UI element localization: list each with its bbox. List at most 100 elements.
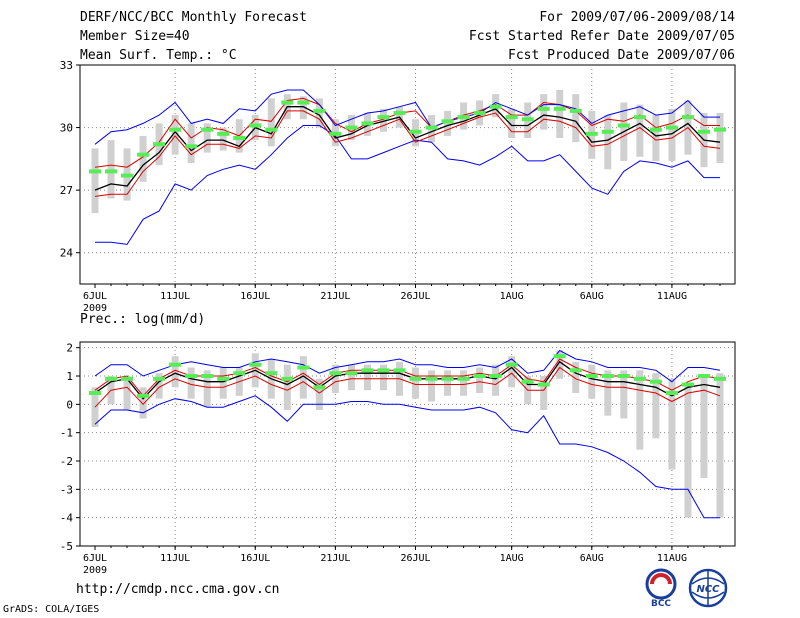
median-marker xyxy=(617,374,630,378)
median-marker xyxy=(217,131,230,136)
ensemble-box xyxy=(604,115,612,170)
ensemble-box xyxy=(476,367,484,393)
x-tick-label: 21JUL xyxy=(320,553,350,564)
ensemble-box xyxy=(540,94,548,130)
median-marker xyxy=(345,371,358,376)
median-marker xyxy=(201,374,214,378)
x-tick-label: 16JUL xyxy=(240,553,270,564)
median-marker xyxy=(265,127,278,132)
median-marker xyxy=(714,127,726,132)
ensemble-box xyxy=(299,96,307,120)
median-marker xyxy=(377,115,390,120)
x-tick-label: 1AUG xyxy=(500,553,524,564)
ensemble-box xyxy=(572,361,580,393)
source-url[interactable]: http://cmdp.ncc.cma.gov.cn xyxy=(76,582,280,597)
series-line-ensemble_lower xyxy=(94,110,721,197)
median-marker xyxy=(409,376,422,381)
y-tick-label: 30 xyxy=(60,122,73,135)
median-marker xyxy=(361,121,374,126)
series-line-ensemble_mean xyxy=(94,106,721,191)
median-marker xyxy=(313,385,326,390)
median-marker xyxy=(233,136,246,140)
series-line-ensemble_lower xyxy=(94,366,721,408)
median-marker xyxy=(505,115,518,120)
ensemble-box xyxy=(347,364,355,391)
ensemble-box xyxy=(315,378,323,410)
ensemble-box xyxy=(363,364,371,391)
median-marker xyxy=(121,376,134,381)
x-tick-label: 11AUG xyxy=(657,553,687,564)
median-marker xyxy=(185,374,198,378)
precip-panel-title: Prec.: log(mm/d) xyxy=(80,312,206,327)
y-tick-label: -4 xyxy=(60,512,74,525)
median-marker xyxy=(121,173,134,178)
ensemble-box xyxy=(219,127,227,151)
ensemble-box xyxy=(187,367,195,399)
median-marker xyxy=(249,123,262,128)
median-marker xyxy=(137,393,150,398)
ensemble-box xyxy=(139,135,147,182)
median-marker xyxy=(105,376,118,381)
ensemble-box xyxy=(604,370,612,416)
x-tick-label: 6AUG xyxy=(580,553,604,564)
ncc-logo-text: NCC xyxy=(696,584,720,595)
median-marker xyxy=(281,100,294,105)
produced-date-label: Fcst Produced Date 2009/07/06 xyxy=(508,48,735,63)
median-marker xyxy=(329,131,342,136)
y-tick-label: -5 xyxy=(60,540,73,553)
median-marker xyxy=(569,108,582,113)
median-marker xyxy=(329,371,342,376)
series-line-min xyxy=(94,89,720,145)
median-marker xyxy=(249,362,262,367)
median-marker xyxy=(649,127,662,132)
median-marker xyxy=(409,129,422,134)
median-marker xyxy=(233,371,246,376)
median-marker xyxy=(217,376,230,381)
ensemble-box xyxy=(379,108,387,132)
member-size-label: Member Size=40 xyxy=(80,29,190,44)
chart-title: DERF/NCC/BCC Monthly Forecast xyxy=(80,10,307,25)
median-marker xyxy=(489,374,502,378)
median-marker xyxy=(505,362,518,367)
ensemble-box xyxy=(267,98,275,147)
ensemble-box xyxy=(171,115,179,155)
ensemble-box xyxy=(331,364,339,393)
x-tick-label: 6JUL xyxy=(83,291,107,302)
y-tick-label: 0 xyxy=(66,398,73,411)
median-marker xyxy=(185,144,198,149)
x-tick-label: 21JUL xyxy=(320,291,350,302)
median-marker xyxy=(457,376,470,381)
median-marker xyxy=(89,391,101,395)
ensemble-box xyxy=(379,364,387,391)
y-tick-label: 27 xyxy=(60,184,73,197)
series-line-ensemble_upper xyxy=(94,97,720,168)
y-tick-label: 24 xyxy=(60,247,74,260)
median-marker xyxy=(473,374,486,378)
ensemble-box xyxy=(444,370,452,396)
grads-credit: GrADS: COLA/IGES xyxy=(3,604,100,615)
ensemble-box xyxy=(155,373,163,399)
median-marker xyxy=(441,376,454,381)
median-marker xyxy=(553,354,566,359)
ensemble-box xyxy=(556,90,564,138)
forecast-range-label: For 2009/07/06-2009/08/14 xyxy=(539,10,735,25)
ensemble-box xyxy=(668,108,676,161)
ensemble-box xyxy=(508,356,516,388)
ensemble-box xyxy=(187,123,195,164)
median-marker xyxy=(601,129,614,134)
x-tick-label: 11AUG xyxy=(657,291,687,302)
median-marker xyxy=(569,368,582,373)
median-marker xyxy=(585,131,598,136)
plot-frame xyxy=(79,341,736,547)
median-marker xyxy=(425,376,438,381)
ensemble-box xyxy=(652,373,660,439)
x-tick-label: 16JUL xyxy=(240,291,270,302)
median-marker xyxy=(521,379,534,384)
ensemble-box xyxy=(299,356,307,399)
y-tick-label: 2 xyxy=(66,342,73,355)
ensemble-box xyxy=(508,108,516,138)
y-tick-label: 1 xyxy=(66,370,73,383)
ensemble-box xyxy=(700,376,708,478)
series-line-ensemble_upper xyxy=(94,358,721,397)
